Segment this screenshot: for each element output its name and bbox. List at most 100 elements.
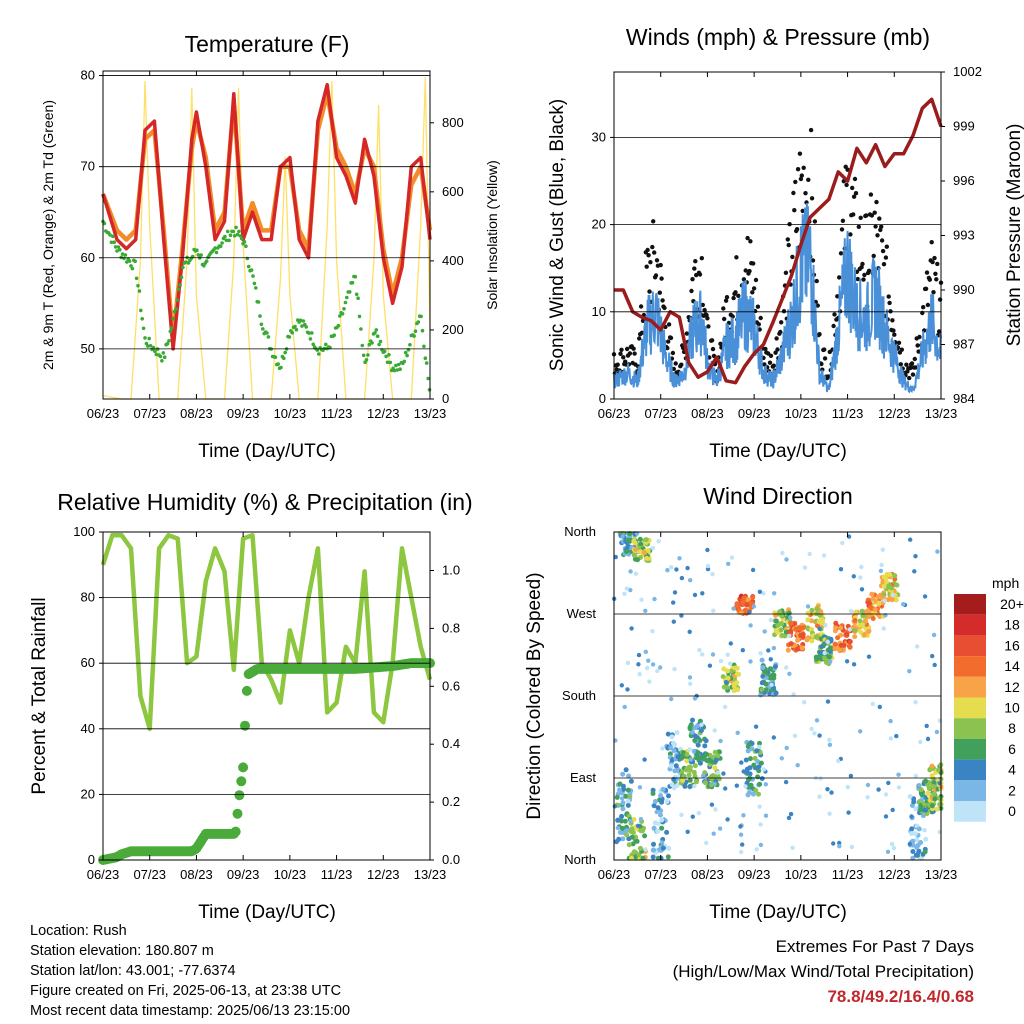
direction-point xyxy=(913,806,919,812)
direction-point xyxy=(818,617,824,623)
extremes-box: Extremes For Past 7 Days (High/Low/Max W… xyxy=(673,934,974,1009)
direction-point xyxy=(665,731,671,737)
direction-point xyxy=(652,596,657,602)
direction-point xyxy=(677,556,682,561)
direction-point xyxy=(876,600,882,606)
direction-point xyxy=(669,758,675,763)
direction-point xyxy=(757,804,762,809)
dewpoint-point xyxy=(171,316,175,321)
y-right-tick-label: 1.0 xyxy=(442,563,460,578)
x-tick-label: 10/23 xyxy=(785,867,818,882)
dewpoint-point xyxy=(113,245,118,249)
y-tick-label: 0 xyxy=(599,391,606,406)
direction-point xyxy=(619,683,624,688)
station-elevation: Station elevation: 180.807 m xyxy=(30,943,214,959)
humidity-panel: Relative Humidity (%) & Precipitation (i… xyxy=(29,489,473,923)
direction-point xyxy=(869,591,875,597)
dewpoint-point xyxy=(127,259,132,263)
direction-point xyxy=(723,680,729,685)
direction-point xyxy=(805,610,811,616)
gust-point xyxy=(706,324,711,329)
direction-point xyxy=(779,756,784,761)
gust-point xyxy=(880,248,886,254)
gust-point xyxy=(850,185,855,191)
direction-point xyxy=(866,629,872,634)
gust-point xyxy=(912,356,917,362)
direction-point xyxy=(784,745,789,751)
direction-point xyxy=(887,572,893,577)
direction-point xyxy=(931,632,937,638)
gust-point xyxy=(853,191,859,196)
direction-point xyxy=(724,668,730,674)
direction-point xyxy=(916,826,922,832)
y-right-tick-label: 0.2 xyxy=(442,794,460,809)
direction-point xyxy=(937,718,943,723)
station-info: Location: Rush Station elevation: 180.80… xyxy=(30,921,350,1021)
direction-point xyxy=(821,553,827,558)
gust-point xyxy=(785,237,790,242)
direction-point xyxy=(671,786,677,791)
direction-point xyxy=(655,805,661,811)
direction-point xyxy=(715,753,721,759)
gust-point xyxy=(697,272,703,277)
direction-point xyxy=(725,817,730,822)
dewpoint-point xyxy=(123,253,128,257)
gust-point xyxy=(924,270,930,275)
direction-point xyxy=(923,807,928,813)
gust-point xyxy=(679,362,684,367)
gust-point xyxy=(832,312,837,317)
direction-point xyxy=(748,782,754,788)
gust-point xyxy=(851,212,856,217)
dewpoint-point xyxy=(385,360,390,365)
temperature-ylabel: 2m & 9m T (Red, Orange) & 2m Td (Green) xyxy=(40,100,56,370)
x-tick-label: 09/23 xyxy=(227,867,260,882)
gust-point xyxy=(763,346,768,352)
gust-point xyxy=(618,351,623,356)
direction-point xyxy=(829,790,834,795)
gust-point xyxy=(779,320,784,325)
direction-point xyxy=(757,589,763,594)
direction-point xyxy=(665,568,670,573)
gust-point xyxy=(873,224,878,229)
gust-point xyxy=(937,297,943,302)
temperature-ylabel-right: Solar Insolation (Yellow) xyxy=(484,160,500,310)
direction-point xyxy=(624,586,629,591)
humidity-series xyxy=(98,533,435,865)
direction-point xyxy=(619,818,624,824)
direction-point xyxy=(892,573,898,579)
dewpoint-point xyxy=(252,281,257,286)
direction-point xyxy=(838,625,844,631)
gust-point xyxy=(851,194,857,199)
gust-point xyxy=(745,235,750,241)
direction-point xyxy=(643,608,648,613)
direction-point xyxy=(865,795,870,800)
direction-point xyxy=(759,657,765,663)
direction-point xyxy=(708,758,714,764)
direction-point xyxy=(865,782,871,788)
direction-point xyxy=(687,726,693,732)
direction-point xyxy=(818,609,824,615)
gust-point xyxy=(933,271,938,276)
gust-point xyxy=(793,179,798,185)
dewpoint-point xyxy=(202,264,206,268)
gust-point xyxy=(840,218,846,223)
direction-point xyxy=(710,652,716,657)
dewpoint-point xyxy=(304,325,309,329)
dewpoint-point xyxy=(148,344,153,348)
direction-point xyxy=(738,824,743,829)
dewpoint-point xyxy=(133,259,137,264)
direction-point xyxy=(668,745,674,751)
direction-point xyxy=(757,744,762,750)
dewpoint-point xyxy=(259,322,264,327)
y-right-tick-label: 400 xyxy=(442,253,464,268)
direction-point xyxy=(814,656,819,662)
direction-point xyxy=(628,569,633,574)
direction-point xyxy=(694,734,699,739)
y-tick-label: 20 xyxy=(592,217,606,232)
gust-point xyxy=(750,290,755,295)
gust-point xyxy=(790,254,795,260)
direction-point xyxy=(703,738,709,744)
direction-point xyxy=(627,531,633,537)
direction-point xyxy=(734,603,740,609)
direction-point xyxy=(625,802,631,808)
